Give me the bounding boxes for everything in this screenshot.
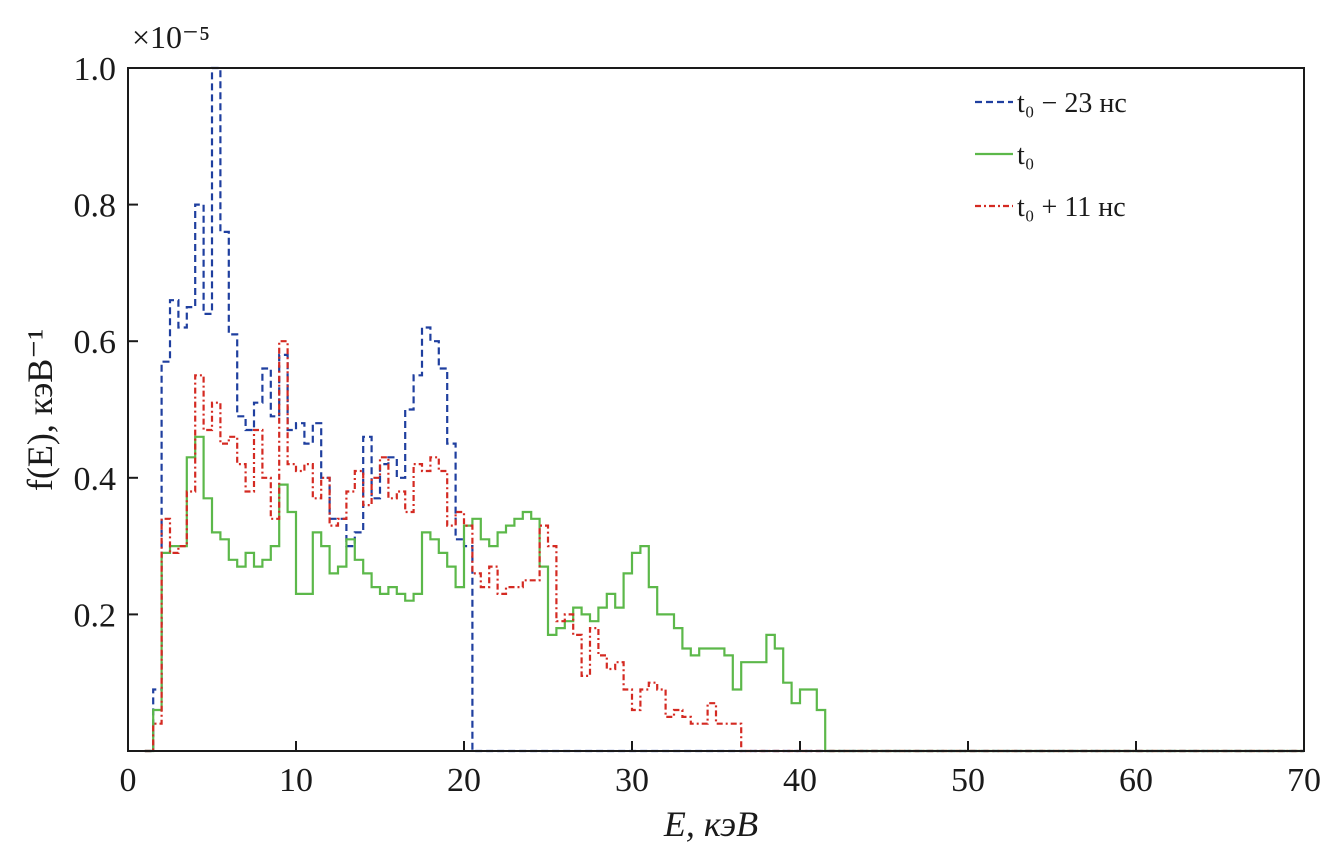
legend-label-2: t₀ + 11 нс [1017, 192, 1126, 223]
x-tick-label: 50 [951, 762, 985, 799]
x-tick-label: 20 [447, 762, 481, 799]
x-tick-label: 40 [783, 762, 817, 799]
y-tick-label: 0.4 [74, 461, 117, 498]
x-tick-label: 70 [1287, 762, 1321, 799]
plot-frame [127, 67, 1305, 752]
x-tick-label: 10 [279, 762, 313, 799]
x-axis: 0 10 20 30 40 50 60 70 [120, 741, 1321, 799]
y-tick-label: 0.8 [74, 188, 117, 225]
y-axis-label: f(E), кэВ⁻¹ [20, 329, 60, 491]
y-tick-label: 0.2 [74, 597, 117, 634]
x-tick-label: 0 [120, 762, 137, 799]
series-layer [144, 66, 1304, 753]
legend-label-0: t₀ − 23 нс [1017, 88, 1127, 119]
legend-label-1: t₀ [1017, 140, 1035, 171]
series-line-2 [144, 340, 1304, 753]
legend: t₀ − 23 нс t₀ t₀ + 11 нс [975, 88, 1127, 223]
y-multiplier: ×10⁻⁵ [132, 19, 210, 55]
x-tick-label: 30 [615, 762, 649, 799]
series-line-1 [144, 435, 1304, 753]
x-axis-label: E, кэВ [663, 804, 758, 844]
y-tick-label: 0.6 [74, 324, 117, 361]
x-tick-label: 60 [1119, 762, 1153, 799]
y-tick-label: 1.0 [74, 51, 117, 88]
series-line-0 [144, 66, 1304, 753]
y-axis: 0.2 0.4 0.6 0.8 1.0 [74, 51, 138, 634]
